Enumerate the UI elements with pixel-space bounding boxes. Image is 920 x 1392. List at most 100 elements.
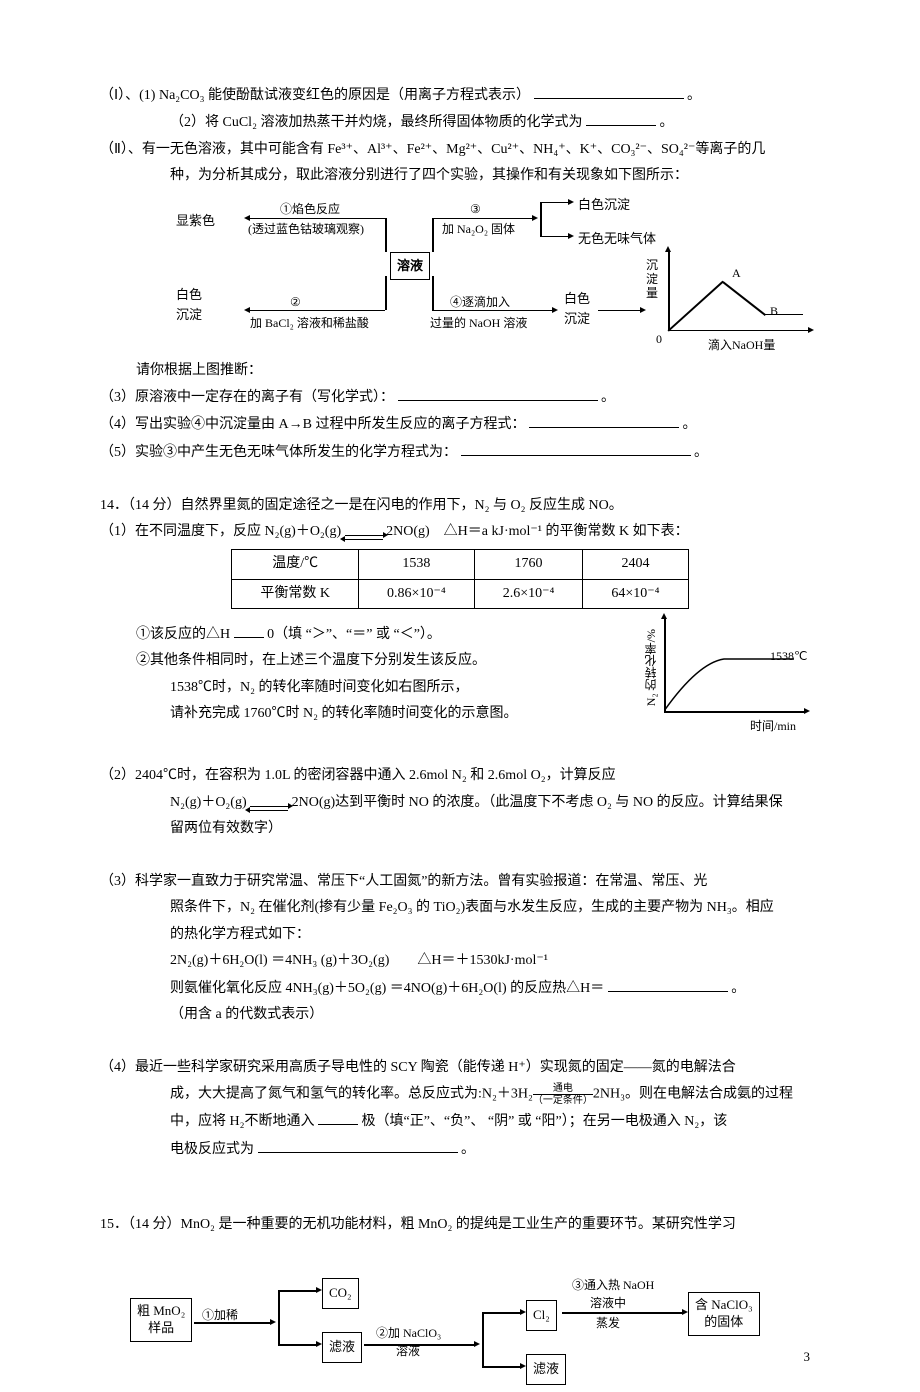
- arrow-to-graph: [598, 310, 640, 312]
- white-ppt-right: 白色 沉淀: [558, 286, 596, 334]
- q14-title: 14．（14 分）自然界里氮的固定途径之一是在闪电的作用下，N₂ 与 O₂ 反应…: [100, 495, 820, 517]
- purple-result: 显紫色: [170, 208, 221, 235]
- q-I-1-end: 。: [687, 88, 701, 103]
- b1: 粗 MnO₂ 样品: [130, 1298, 192, 1342]
- mno2-flow-diagram: 粗 MnO₂ 样品 ①加稀 CO₂ 滤液 ②加 NaClO₃ 溶液 Cl₂ 滤液…: [130, 1242, 850, 1352]
- deduce-label: 请你根据上图推断：: [100, 360, 820, 382]
- experiment-flow-diagram: 溶液 ①焰色反应 (透过蓝色钴玻璃观察) 显紫色 ② 加 BaCl₂ 溶液和稀盐…: [130, 194, 850, 354]
- split2-bot: [482, 1366, 520, 1368]
- kt-r4: 64×10⁻⁴: [583, 579, 688, 608]
- blank-I-2[interactable]: [586, 111, 656, 126]
- q14-p4c: 中，应将 H₂不断地通入 极（填“正”、“负”、 “阴” 或 “阳”）；在另一电…: [100, 1110, 820, 1133]
- q14-p3d: 2N₂(g)＋6H₂O(l) ＝4NH₃ (g)＋3O₂(g) △H＝＋1530…: [100, 950, 820, 972]
- split-v: [540, 202, 542, 236]
- q-II-5-text: （5）实验③中产生无色无味气体所发生的化学方程式为：: [100, 445, 457, 460]
- q14-p2b: N₂(g)＋O₂(g): [170, 795, 250, 810]
- q14-p3c: 的热化学方程式如下：: [100, 924, 820, 946]
- blank-14-1[interactable]: [234, 623, 264, 638]
- ppt-A: A: [732, 264, 741, 283]
- blank-II-5[interactable]: [461, 441, 691, 456]
- ppt-graph: 沉 淀 量 滴入NaOH量 0 A B: [650, 252, 820, 342]
- q14-sub1: ①该反应的△H 0（填 “＞”、“＝” 或 “＜”）。: [100, 623, 620, 646]
- b2: CO₂: [322, 1278, 359, 1309]
- b6: 含 NaClO₃ 的固体: [688, 1292, 760, 1336]
- q14-p4a: （4）最近一些科学家研究采用高质子导电性的 SCY 陶瓷（能传递 H⁺）实现氮的…: [100, 1057, 820, 1079]
- q-I-2-end: 。: [659, 115, 673, 130]
- q-I-1-text: （Ⅰ）、(1) Na₂CO₃ 能使酚酞试液变红色的原因是（用离子方程式表示）: [100, 88, 530, 103]
- q14-p4d-line: 电极反应式为 。: [100, 1138, 820, 1161]
- ppt-y-axis: [668, 252, 670, 330]
- bacl2-label: 加 BaCl₂ 溶液和稀盐酸: [250, 314, 369, 333]
- g2-ylabel: N₂ 的转化率/%: [642, 629, 661, 706]
- naoh-num: ④逐滴加入: [450, 293, 510, 312]
- split2-v: [482, 1312, 484, 1366]
- s3c: 蒸发: [596, 1314, 620, 1333]
- q-II-4-text: （4）写出实验④中沉淀量由 A→B 过程中所发生反应的离子方程式：: [100, 417, 525, 432]
- b6b: 的固体: [704, 1314, 743, 1329]
- split1-top: [278, 1290, 316, 1292]
- s3a: ③通入热 NaOH: [572, 1276, 654, 1295]
- flame-label-top: ①焰色反应: [280, 200, 340, 219]
- s2b: 溶液: [396, 1342, 420, 1361]
- solution-box: 溶液: [390, 252, 430, 281]
- q14-p3g: （用含 a 的代数式表示）: [100, 1004, 820, 1026]
- ppt-x-label: 滴入NaOH量: [708, 336, 775, 355]
- b5: 滤液: [526, 1354, 566, 1385]
- q14-sub2b: 1538℃时，N₂ 的转化率随时间变化如右图所示，: [100, 677, 620, 699]
- ppt-x-axis: [668, 330, 808, 332]
- kt-r3: 2.6×10⁻⁴: [474, 579, 583, 608]
- q-II-3-end: 。: [601, 390, 615, 405]
- q14-p4e: 。: [461, 1142, 475, 1157]
- s3b: 溶液中: [590, 1294, 626, 1313]
- b1a: 粗 MnO₂: [137, 1303, 185, 1318]
- b1b: 样品: [148, 1320, 174, 1335]
- split1-v: [278, 1290, 280, 1344]
- q14-p4c-a: 中，应将 H₂不断地通入: [170, 1114, 315, 1129]
- line-up-right: [432, 218, 434, 252]
- equilibrium-table: 温度/℃ 1538 1760 2404 平衡常数 K 0.86×10⁻⁴ 2.6…: [231, 549, 688, 609]
- blank-I-1[interactable]: [534, 84, 684, 99]
- arrow-bacl2: [250, 310, 385, 312]
- blank-14-3[interactable]: [608, 977, 728, 992]
- split-top: [540, 202, 568, 204]
- split1-bot: [278, 1344, 316, 1346]
- q-I-2: （2）将 CuCl₂ 溶液加热蒸干并灼烧，最终所得固体物质的化学式为 。: [100, 111, 820, 134]
- kt-h4: 2404: [583, 550, 688, 579]
- q-II-5-end: 。: [694, 445, 708, 460]
- s2: ②加 NaClO₃: [376, 1324, 441, 1343]
- q-II-4: （4）写出实验④中沉淀量由 A→B 过程中所发生反应的离子方程式： 。: [100, 413, 820, 436]
- flame-label-bot: (透过蓝色钴玻璃观察): [248, 220, 364, 239]
- conversion-graph: N₂ 的转化率/% 时间/min 1538℃: [640, 619, 820, 739]
- q14-p2a: （2）2404℃时，在容积为 1.0L 的密闭容器中通入 2.6mol N₂ 和…: [100, 765, 820, 787]
- white-ppt-left: 白色 沉淀: [170, 282, 208, 330]
- blank-14-4a[interactable]: [318, 1110, 358, 1125]
- kt-h3: 1760: [474, 550, 583, 579]
- q14-p4b-a: 成，大大提高了氮气和氢气的转化率。总反应式为:N₂＋3H₂: [170, 1087, 533, 1102]
- line-down-left: [385, 276, 387, 310]
- q14-p1a: （1）在不同温度下，反应 N₂(g)＋O₂(g): [100, 524, 345, 539]
- g2-xlabel: 时间/min: [750, 717, 796, 736]
- q14-p3e-line: 则氨催化氧化反应 4NH₃(g)＋5O₂(g) ＝4NO(g)＋6H₂O(l) …: [100, 977, 820, 1000]
- q14-p2-eq: N₂(g)＋O₂(g) 2NO(g)达到平衡时 NO 的浓度。（此温度下不考虑 …: [100, 792, 820, 814]
- q14-p4d: 电极反应式为: [170, 1142, 254, 1157]
- q14-p3b: 照条件下，N₂ 在催化剂(掺有少量 Fe₂O₃ 的 TiO₂)表面与水发生反应，…: [100, 897, 820, 919]
- q-II-4-end: 。: [682, 417, 696, 432]
- kt-h1: 温度/℃: [232, 550, 359, 579]
- colorless-gas: 无色无味气体: [572, 226, 662, 253]
- q-II-3-text: （3）原溶液中一定存在的离子有（写化学式）：: [100, 390, 394, 405]
- kt-r1: 平衡常数 K: [232, 579, 359, 608]
- na2o2-label: 加 Na₂O₂ 固体: [442, 220, 515, 239]
- line-up-left: [385, 218, 387, 252]
- g2-curve-label: 1538℃: [770, 647, 807, 666]
- kt-h2: 1538: [359, 550, 475, 579]
- q14-sub2c: 请补充完成 1760℃时 N₂ 的转化率随时间变化的示意图。: [100, 703, 620, 725]
- page-number: 3: [804, 1347, 811, 1368]
- ppt-line-up: [667, 280, 723, 331]
- q14-p3f: 。: [731, 981, 745, 996]
- frac-bot: （一定条件）: [533, 1094, 593, 1106]
- blank-II-4[interactable]: [529, 413, 679, 428]
- blank-II-3[interactable]: [398, 386, 598, 401]
- q14-p1b: 2NO(g) △H＝a kJ·mol⁻¹ 的平衡常数 K 如下表：: [386, 524, 688, 539]
- a1: [194, 1322, 270, 1324]
- blank-14-4b[interactable]: [258, 1138, 458, 1153]
